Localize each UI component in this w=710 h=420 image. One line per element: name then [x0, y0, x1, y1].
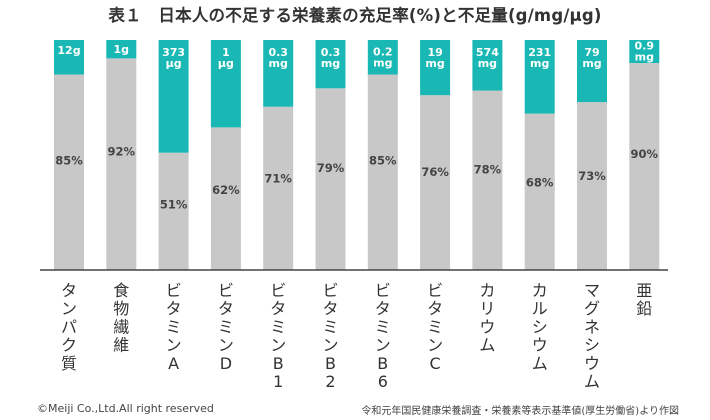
copyright-text: ©Meiji Co.,Ltd.All right reserved — [37, 402, 214, 415]
bar-shortfall — [420, 40, 451, 96]
percent-label: 92% — [108, 145, 136, 159]
percent-label: 62% — [212, 183, 240, 197]
category-label: ビタミン B 2 — [322, 281, 338, 391]
bar-fulfilled — [54, 74, 84, 270]
category-label: カルシウム — [532, 281, 548, 373]
bar-fulfilled — [158, 152, 189, 270]
shortfall-label: 1g — [114, 43, 130, 56]
bar-shortfall — [472, 40, 503, 91]
percent-label: 85% — [55, 154, 83, 168]
percent-label: 68% — [526, 175, 554, 189]
shortfall-label: 0.9 mg — [635, 40, 655, 64]
category-label: カリウム — [479, 281, 495, 355]
shortfall-label: 373 μg — [162, 46, 185, 70]
category-label: 食物繊維 — [113, 281, 129, 355]
shortfall-label: 0.3 mg — [268, 46, 288, 70]
source-note: 令和元年国民健康栄養調査・栄養素等表示基準値(厚生労働省)より作図 — [361, 406, 679, 417]
bar-shortfall — [106, 40, 137, 59]
percent-label: 78% — [474, 163, 502, 177]
percent-label: 71% — [264, 172, 292, 186]
bar-shortfall — [577, 40, 607, 103]
shortfall-label: 231 mg — [528, 46, 551, 70]
percent-label: 73% — [578, 169, 606, 183]
bar-fulfilled — [524, 113, 555, 270]
percent-label: 90% — [631, 147, 659, 161]
category-label: ビタミン B 1 — [270, 281, 286, 391]
bar-shortfall — [315, 40, 346, 89]
shortfall-label: 12g — [57, 44, 80, 57]
bar-fulfilled — [629, 63, 660, 270]
shortfall-label: 19 mg — [425, 46, 444, 70]
bar-shortfall — [210, 40, 241, 128]
category-label: ビタミン A — [166, 281, 182, 373]
shortfall-label: 0.3 mg — [321, 46, 341, 70]
category-label: タンパク質 — [61, 281, 77, 373]
category-label: ビタミン B 6 — [375, 281, 391, 391]
shortfall-label: 574 mg — [476, 46, 499, 70]
bar-shortfall — [367, 40, 398, 75]
bar-shortfall — [629, 40, 660, 63]
percent-label: 85% — [369, 154, 397, 168]
category-label: ビタミン D — [218, 281, 234, 373]
shortfall-label: 79 mg — [582, 46, 601, 70]
bar-shortfall — [263, 40, 294, 107]
percent-label: 51% — [160, 197, 188, 211]
shortfall-label: 0.2 mg — [373, 45, 393, 69]
bar-fulfilled — [263, 106, 294, 270]
bar-fulfilled — [420, 95, 451, 270]
category-label: マグネシウム — [584, 281, 600, 391]
category-label: 亜鉛 — [636, 281, 652, 318]
percent-label: 79% — [317, 161, 345, 175]
category-label: ビタミン C — [427, 281, 443, 373]
bar-fulfilled — [210, 127, 241, 271]
chart-title: 表１ 日本人の不足する栄養素の充足率(%)と不足量(g/mg/μg) — [108, 6, 602, 25]
bar-fulfilled — [315, 88, 346, 270]
bar-shortfall — [158, 40, 189, 153]
shortfall-label: 1 μg — [218, 46, 234, 70]
bar-fulfilled — [577, 102, 607, 270]
bar-fulfilled — [106, 58, 137, 271]
bar-shortfall — [524, 40, 555, 114]
bar-fulfilled — [472, 90, 503, 270]
bar-fulfilled — [367, 74, 398, 270]
percent-label: 76% — [421, 165, 449, 179]
bar-shortfall — [54, 40, 84, 75]
